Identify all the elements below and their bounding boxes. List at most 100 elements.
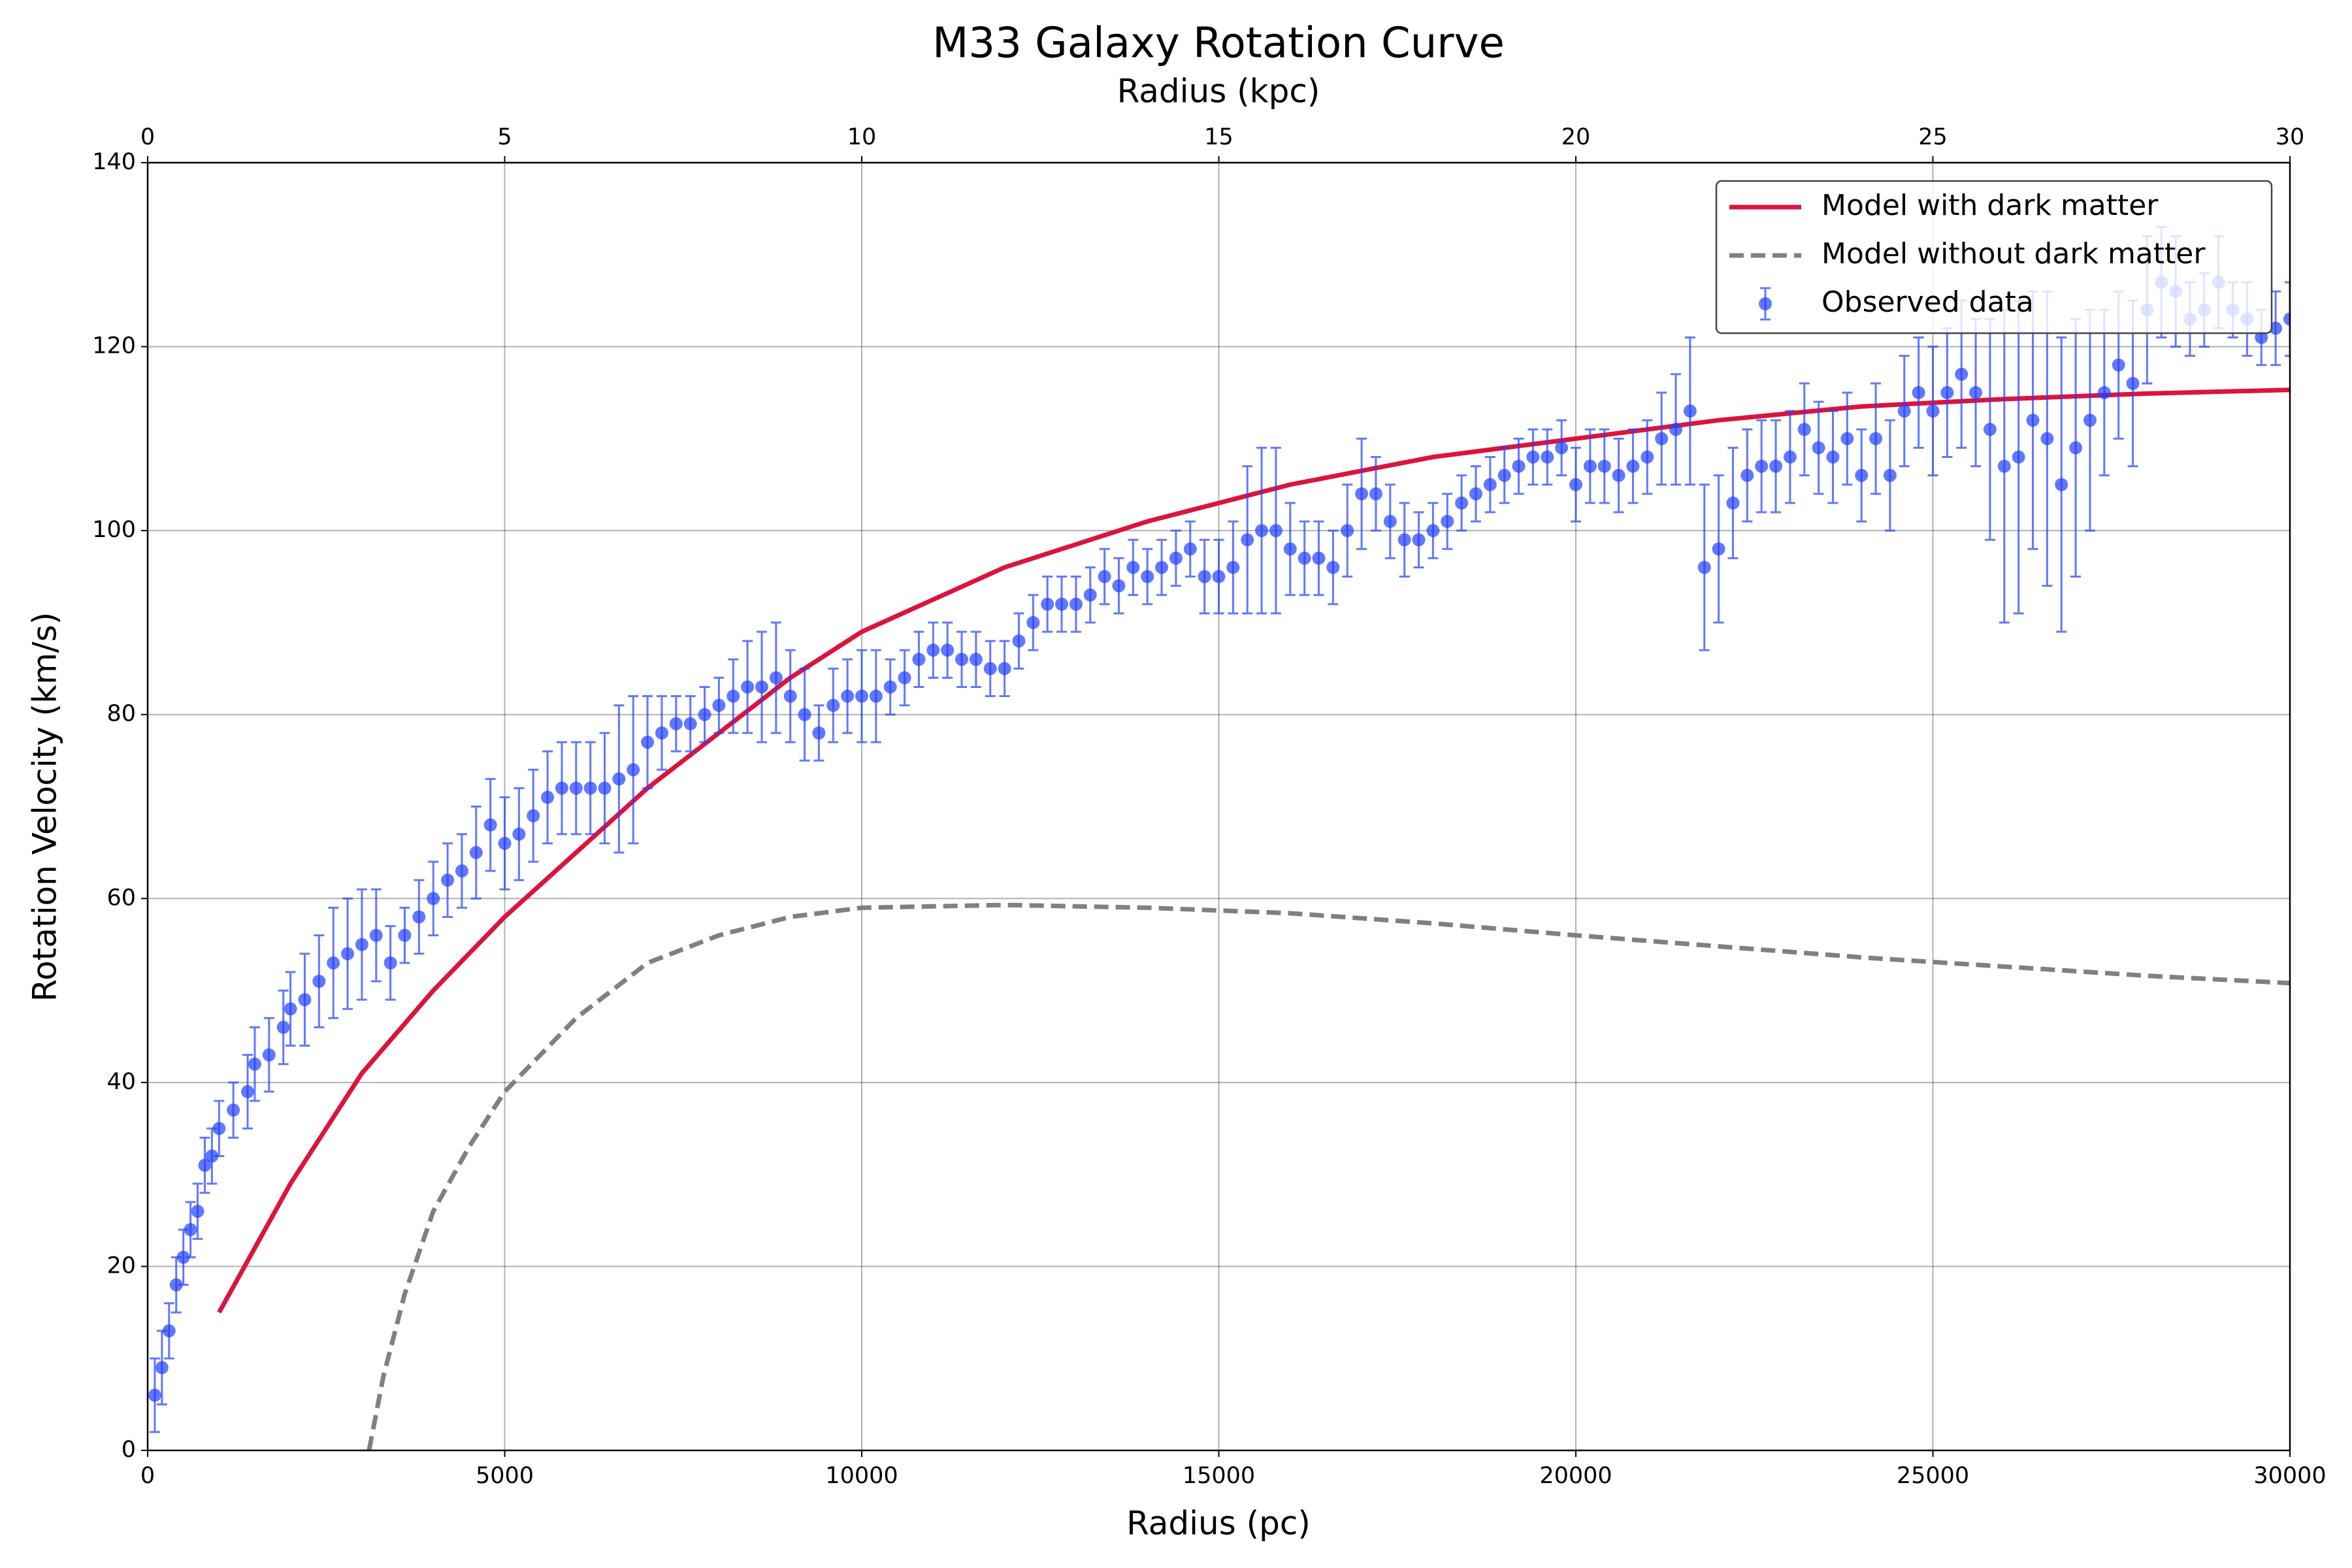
data-point: [327, 956, 340, 970]
data-point: [1041, 597, 1054, 611]
data-point: [1326, 561, 1340, 574]
data-point: [1926, 404, 1940, 418]
data-point: [741, 680, 755, 694]
x2-tick-label: 25: [1918, 124, 1948, 150]
data-point: [212, 1122, 226, 1135]
data-point: [1655, 432, 1669, 446]
data-point: [1555, 441, 1569, 455]
data-point: [241, 1085, 255, 1098]
data-point: [1883, 468, 1897, 482]
x2-tick-label: 30: [2276, 124, 2305, 150]
data-point: [912, 653, 926, 666]
data-point: [2255, 331, 2268, 344]
data-point: [1241, 533, 1254, 547]
data-point: [641, 735, 655, 749]
data-point: [1283, 542, 1297, 556]
data-point: [1626, 459, 1640, 473]
data-point: [469, 845, 483, 859]
x-tick-label: 5000: [476, 1463, 534, 1489]
data-point: [1098, 570, 1111, 583]
data-point: [398, 928, 412, 942]
data-point: [769, 671, 783, 685]
data-point: [2040, 432, 2054, 446]
data-point: [1269, 524, 1282, 538]
data-point: [2126, 376, 2140, 390]
data-point: [1155, 561, 1169, 574]
data-point: [598, 781, 612, 795]
data-point: [1369, 487, 1382, 500]
data-point: [2083, 414, 2097, 427]
data-point: [2055, 478, 2068, 491]
plot-area: [148, 226, 2290, 1450]
data-point: [191, 1204, 204, 1218]
data-point: [555, 781, 568, 795]
data-point: [1183, 542, 1197, 556]
data-point: [1255, 524, 1269, 538]
data-point: [205, 1149, 219, 1163]
data-point: [1298, 551, 1311, 565]
data-point: [698, 708, 711, 721]
data-point: [1312, 551, 1326, 565]
data-point: [1226, 561, 1240, 574]
data-point: [1826, 450, 1840, 464]
data-point: [298, 993, 312, 1007]
data-point: [198, 1158, 212, 1172]
data-point: [1726, 496, 1740, 510]
y-tick-label: 120: [92, 333, 136, 359]
data-point: [483, 818, 497, 832]
data-point: [1740, 468, 1754, 482]
data-point: [1526, 450, 1540, 464]
data-point: [998, 662, 1011, 676]
data-point: [1069, 597, 1083, 611]
model-line: [367, 902, 2290, 1450]
data-point: [1783, 450, 1797, 464]
x-tick-label: 10000: [825, 1463, 898, 1489]
data-point: [655, 726, 668, 740]
legend-label: Model without dark matter: [1821, 237, 2206, 270]
x-tick-label: 0: [140, 1463, 155, 1489]
x-tick-label: 30000: [2253, 1463, 2326, 1489]
data-point: [983, 662, 997, 676]
data-point: [798, 708, 811, 721]
x2-axis-label: Radius (kpc): [1117, 73, 1320, 110]
error-bar: [2285, 281, 2290, 357]
data-point: [1355, 487, 1369, 500]
data-point: [369, 928, 383, 942]
data-point: [341, 947, 355, 960]
data-point: [727, 689, 740, 703]
data-point: [1612, 468, 1625, 482]
data-point: [812, 726, 826, 740]
data-point: [1683, 404, 1697, 418]
data-point: [1141, 570, 1154, 583]
data-point: [1383, 515, 1397, 529]
data-point: [1541, 450, 1554, 464]
data-point: [176, 1250, 190, 1264]
data-point: [512, 827, 526, 841]
data-point: [1869, 432, 1883, 446]
data-point: [1455, 496, 1469, 510]
data-point: [1441, 515, 1454, 529]
data-point: [1112, 579, 1126, 593]
data-point: [162, 1324, 176, 1337]
data-point: [1812, 441, 1825, 455]
data-point: [1469, 487, 1482, 500]
data-point: [2112, 358, 2125, 372]
data-point: [184, 1223, 197, 1237]
x2-tick-label: 10: [847, 124, 877, 150]
data-point: [2069, 441, 2083, 455]
y-tick-label: 40: [106, 1069, 136, 1095]
data-point: [1512, 459, 1526, 473]
data-point: [755, 680, 768, 694]
data-point: [1912, 385, 1925, 399]
data-point: [1583, 459, 1597, 473]
data-point: [384, 956, 397, 970]
data-point: [712, 698, 726, 712]
data-point: [1940, 385, 1954, 399]
x-tick-label: 25000: [1897, 1463, 1969, 1489]
data-point: [1497, 468, 1511, 482]
data-point: [869, 689, 883, 703]
data-point: [1341, 524, 1354, 538]
data-point: [148, 1388, 161, 1402]
data-point: [312, 974, 326, 988]
data-point: [1055, 597, 1069, 611]
